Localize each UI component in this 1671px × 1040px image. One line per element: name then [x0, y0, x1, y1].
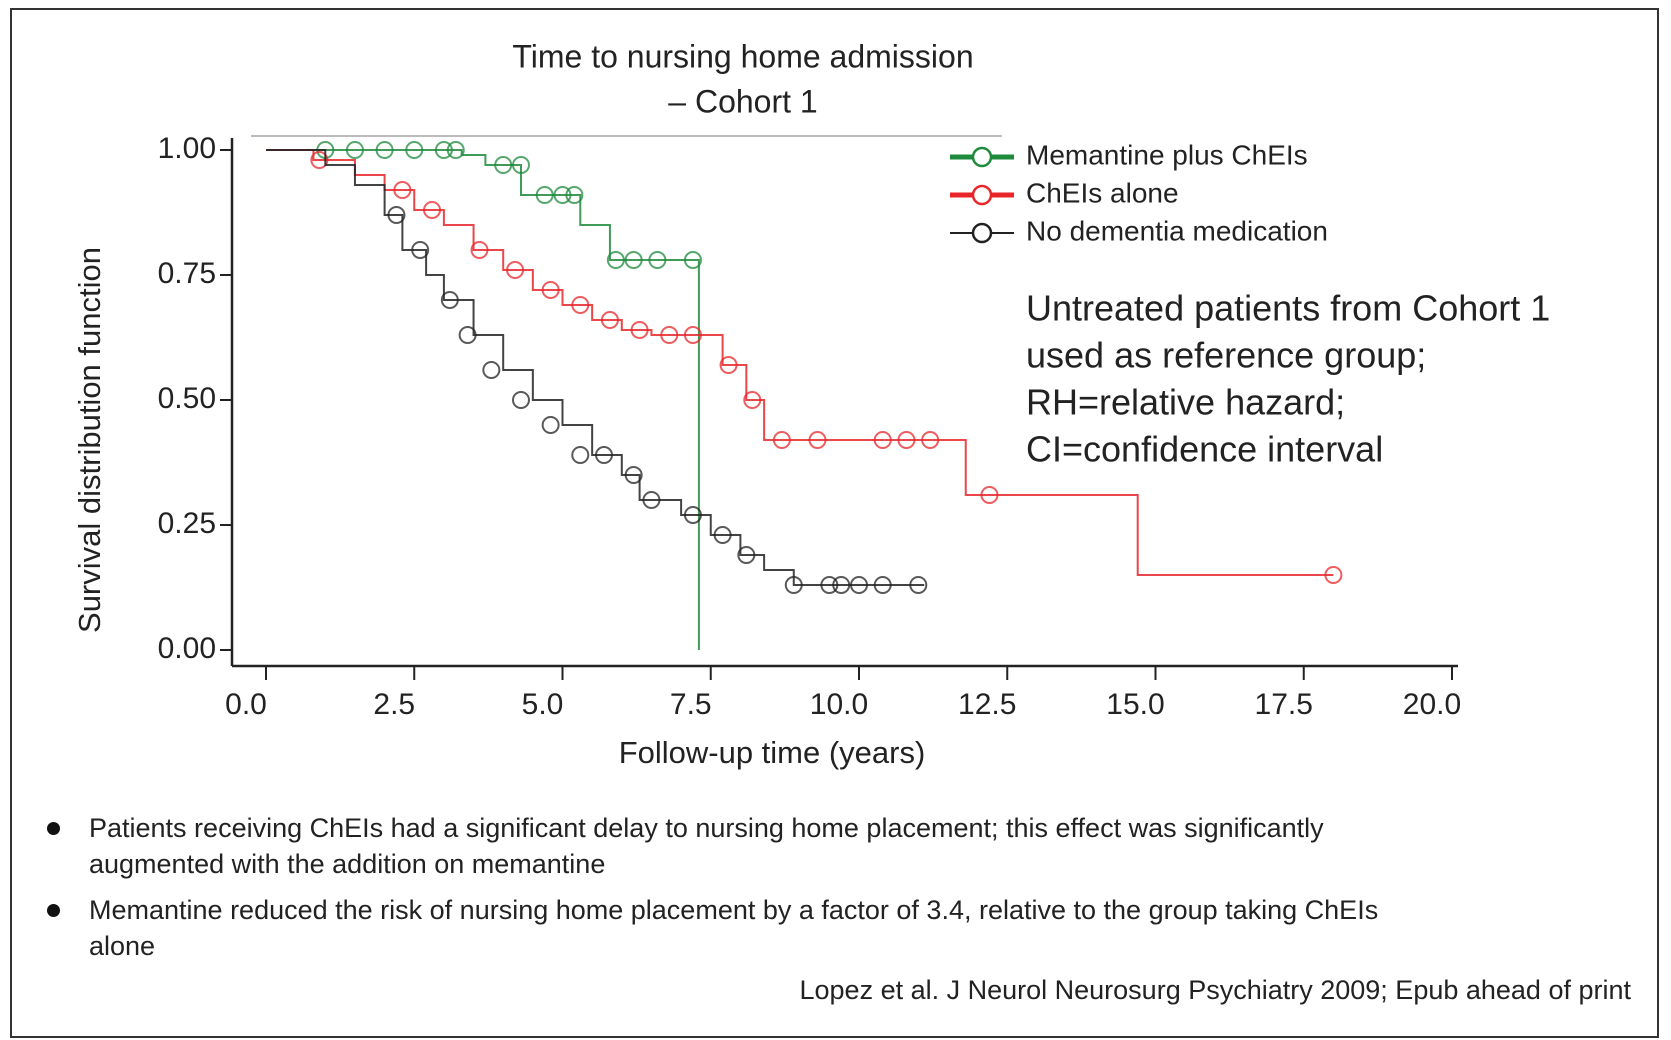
survival-curve [266, 149, 700, 650]
censor-mark [921, 431, 940, 449]
censor-mark [434, 141, 453, 159]
censor-mark [719, 356, 738, 374]
legend-marker [971, 222, 993, 244]
censor-mark [660, 326, 679, 344]
censor-mark [458, 326, 477, 344]
censor-mark [310, 151, 329, 169]
y-tick-label: 0.75 [158, 257, 216, 290]
censor-mark [909, 576, 928, 594]
legend-marker [971, 184, 993, 206]
bullet: Patients receiving ChEIs had a significa… [45, 810, 1405, 882]
censor-mark [571, 446, 590, 464]
censor-mark [873, 576, 892, 594]
censor-mark [683, 251, 702, 269]
x-tick-label: 2.5 [373, 688, 415, 721]
censor-mark [535, 186, 554, 204]
censor-mark [743, 391, 762, 409]
censor-mark [980, 486, 999, 504]
censor-mark [541, 416, 560, 434]
censor-mark [553, 186, 572, 204]
censor-mark [606, 251, 625, 269]
censor-mark [541, 281, 560, 299]
annotation: CI=confidence interval [1026, 429, 1383, 470]
censor-mark [820, 576, 839, 594]
x-tick-label: 10.0 [810, 688, 868, 721]
chart-title: Time to nursing home admission [512, 38, 973, 74]
censor-mark [565, 186, 584, 204]
censor-mark [850, 576, 868, 594]
survival-curve [266, 149, 925, 586]
x-tick-label: 12.5 [958, 688, 1016, 721]
x-tick-label: 7.5 [670, 688, 712, 721]
chart-title: – Cohort 1 [668, 83, 817, 119]
x-tick-label: 20.0 [1403, 688, 1461, 721]
annotation: used as reference group; [1026, 335, 1426, 376]
censor-mark [411, 241, 430, 259]
x-tick-label: 0.0 [225, 688, 267, 721]
censor-mark [595, 446, 614, 464]
censor-mark [440, 291, 459, 309]
censor-mark [630, 321, 649, 339]
x-tick-label: 17.5 [1255, 688, 1313, 721]
x-tick-label: 15.0 [1106, 688, 1164, 721]
annotation: Untreated patients from Cohort 1 [1026, 288, 1550, 329]
slide-frame [10, 8, 1659, 1038]
censor-mark [375, 141, 394, 159]
x-tick-label: 5.0 [522, 688, 564, 721]
censor-mark [345, 141, 364, 159]
censor-mark [683, 506, 702, 524]
censor-mark [405, 141, 424, 159]
censor-mark [737, 546, 756, 564]
legend-label: No dementia medication [1026, 215, 1328, 246]
censor-mark [713, 526, 732, 544]
censor-mark [470, 241, 489, 259]
legend-label: ChEIs alone [1026, 177, 1179, 208]
censor-mark [506, 261, 525, 279]
censor-mark [784, 576, 803, 594]
censor-mark [423, 201, 442, 219]
y-axis-label: Survival distribution function [72, 247, 107, 633]
legend-marker [971, 146, 993, 168]
censor-mark [648, 251, 667, 269]
citation: Lopez et al. J Neurol Neurosurg Psychiat… [799, 975, 1632, 1005]
censor-mark [600, 311, 619, 329]
x-axis-label: Follow-up time (years) [619, 735, 926, 770]
censor-mark [393, 181, 412, 199]
censor-mark [873, 431, 892, 449]
censor-mark [683, 326, 702, 344]
censor-mark [897, 431, 916, 449]
censor-mark [571, 296, 590, 314]
censor-mark [624, 466, 643, 484]
censor-mark [642, 491, 661, 509]
censor-mark [808, 431, 827, 449]
y-tick-label: 0.00 [158, 632, 216, 665]
legend-label: Memantine plus ChEIs [1026, 139, 1308, 170]
censor-mark [511, 156, 530, 174]
bullet: Memantine reduced the risk of nursing ho… [45, 892, 1405, 964]
censor-mark [494, 156, 513, 174]
y-tick-label: 0.25 [158, 507, 216, 540]
y-tick-label: 0.50 [158, 382, 216, 415]
censor-mark [1324, 566, 1343, 584]
censor-mark [772, 431, 791, 449]
censor-mark [624, 251, 643, 269]
annotation: RH=relative hazard; [1026, 382, 1345, 423]
censor-mark [832, 576, 851, 594]
censor-mark [387, 206, 406, 224]
censor-mark [482, 361, 501, 379]
censor-mark [446, 141, 465, 159]
y-tick-label: 1.00 [158, 132, 216, 165]
censor-mark [511, 391, 530, 409]
notes: Patients receiving ChEIs had a significa… [45, 810, 1405, 974]
